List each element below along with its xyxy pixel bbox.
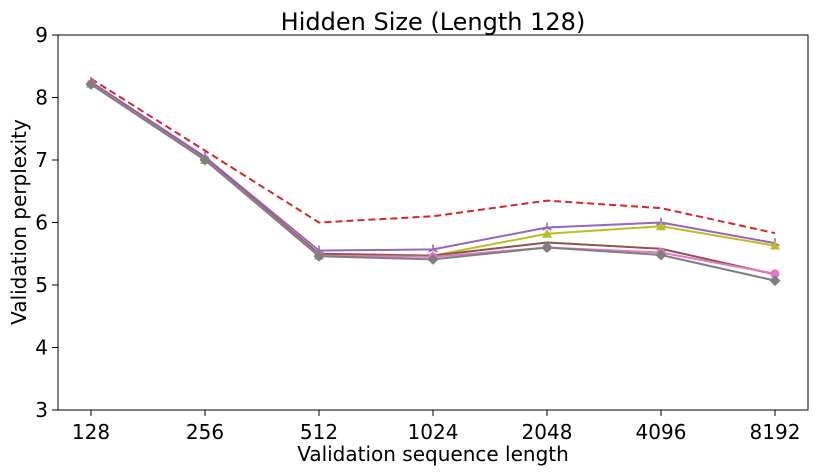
data-point xyxy=(769,275,781,287)
x-axis-ticks: 128 256 512 1024 2048 4096 8192 xyxy=(72,410,801,444)
plot-background xyxy=(58,35,808,410)
y-tick-label: 8 xyxy=(35,86,48,110)
x-tick-label: 128 xyxy=(72,420,110,444)
x-tick-label: 8192 xyxy=(750,420,801,444)
data-point xyxy=(85,78,97,90)
series-line-red-dashed xyxy=(90,77,776,235)
y-axis-ticks: 3 4 5 6 7 8 9 xyxy=(35,23,58,422)
series-gray xyxy=(85,78,781,287)
y-tick-label: 6 xyxy=(35,211,48,235)
y-tick-label: 5 xyxy=(35,273,48,297)
chart-title: Hidden Size (Length 128) xyxy=(281,8,586,36)
data-point xyxy=(770,240,780,250)
data-point xyxy=(656,221,666,231)
y-tick-label: 9 xyxy=(35,23,48,47)
data-point xyxy=(313,250,325,262)
x-tick-label: 1024 xyxy=(408,420,459,444)
data-point xyxy=(770,269,780,279)
y-axis-label: Validation perplexity xyxy=(7,119,31,325)
plot-frame xyxy=(57,34,809,411)
y-tick-label: 4 xyxy=(35,336,48,360)
x-tick-label: 256 xyxy=(186,420,224,444)
plot-area xyxy=(58,35,808,410)
y-tick-label: 3 xyxy=(35,398,48,422)
series-layer xyxy=(85,76,781,287)
x-axis-label: Validation sequence length xyxy=(297,442,569,466)
data-point xyxy=(542,222,552,231)
x-tick-label: 2048 xyxy=(522,420,573,444)
data-point xyxy=(542,228,552,238)
y-tick-label: 7 xyxy=(35,148,48,172)
data-point xyxy=(655,249,667,261)
data-point xyxy=(427,253,439,265)
data-point xyxy=(541,242,553,253)
data-point xyxy=(428,244,438,253)
data-point xyxy=(199,154,211,166)
x-tick-label: 4096 xyxy=(636,420,687,444)
x-tick-label: 512 xyxy=(300,420,338,444)
series-red-dashed xyxy=(90,77,776,235)
